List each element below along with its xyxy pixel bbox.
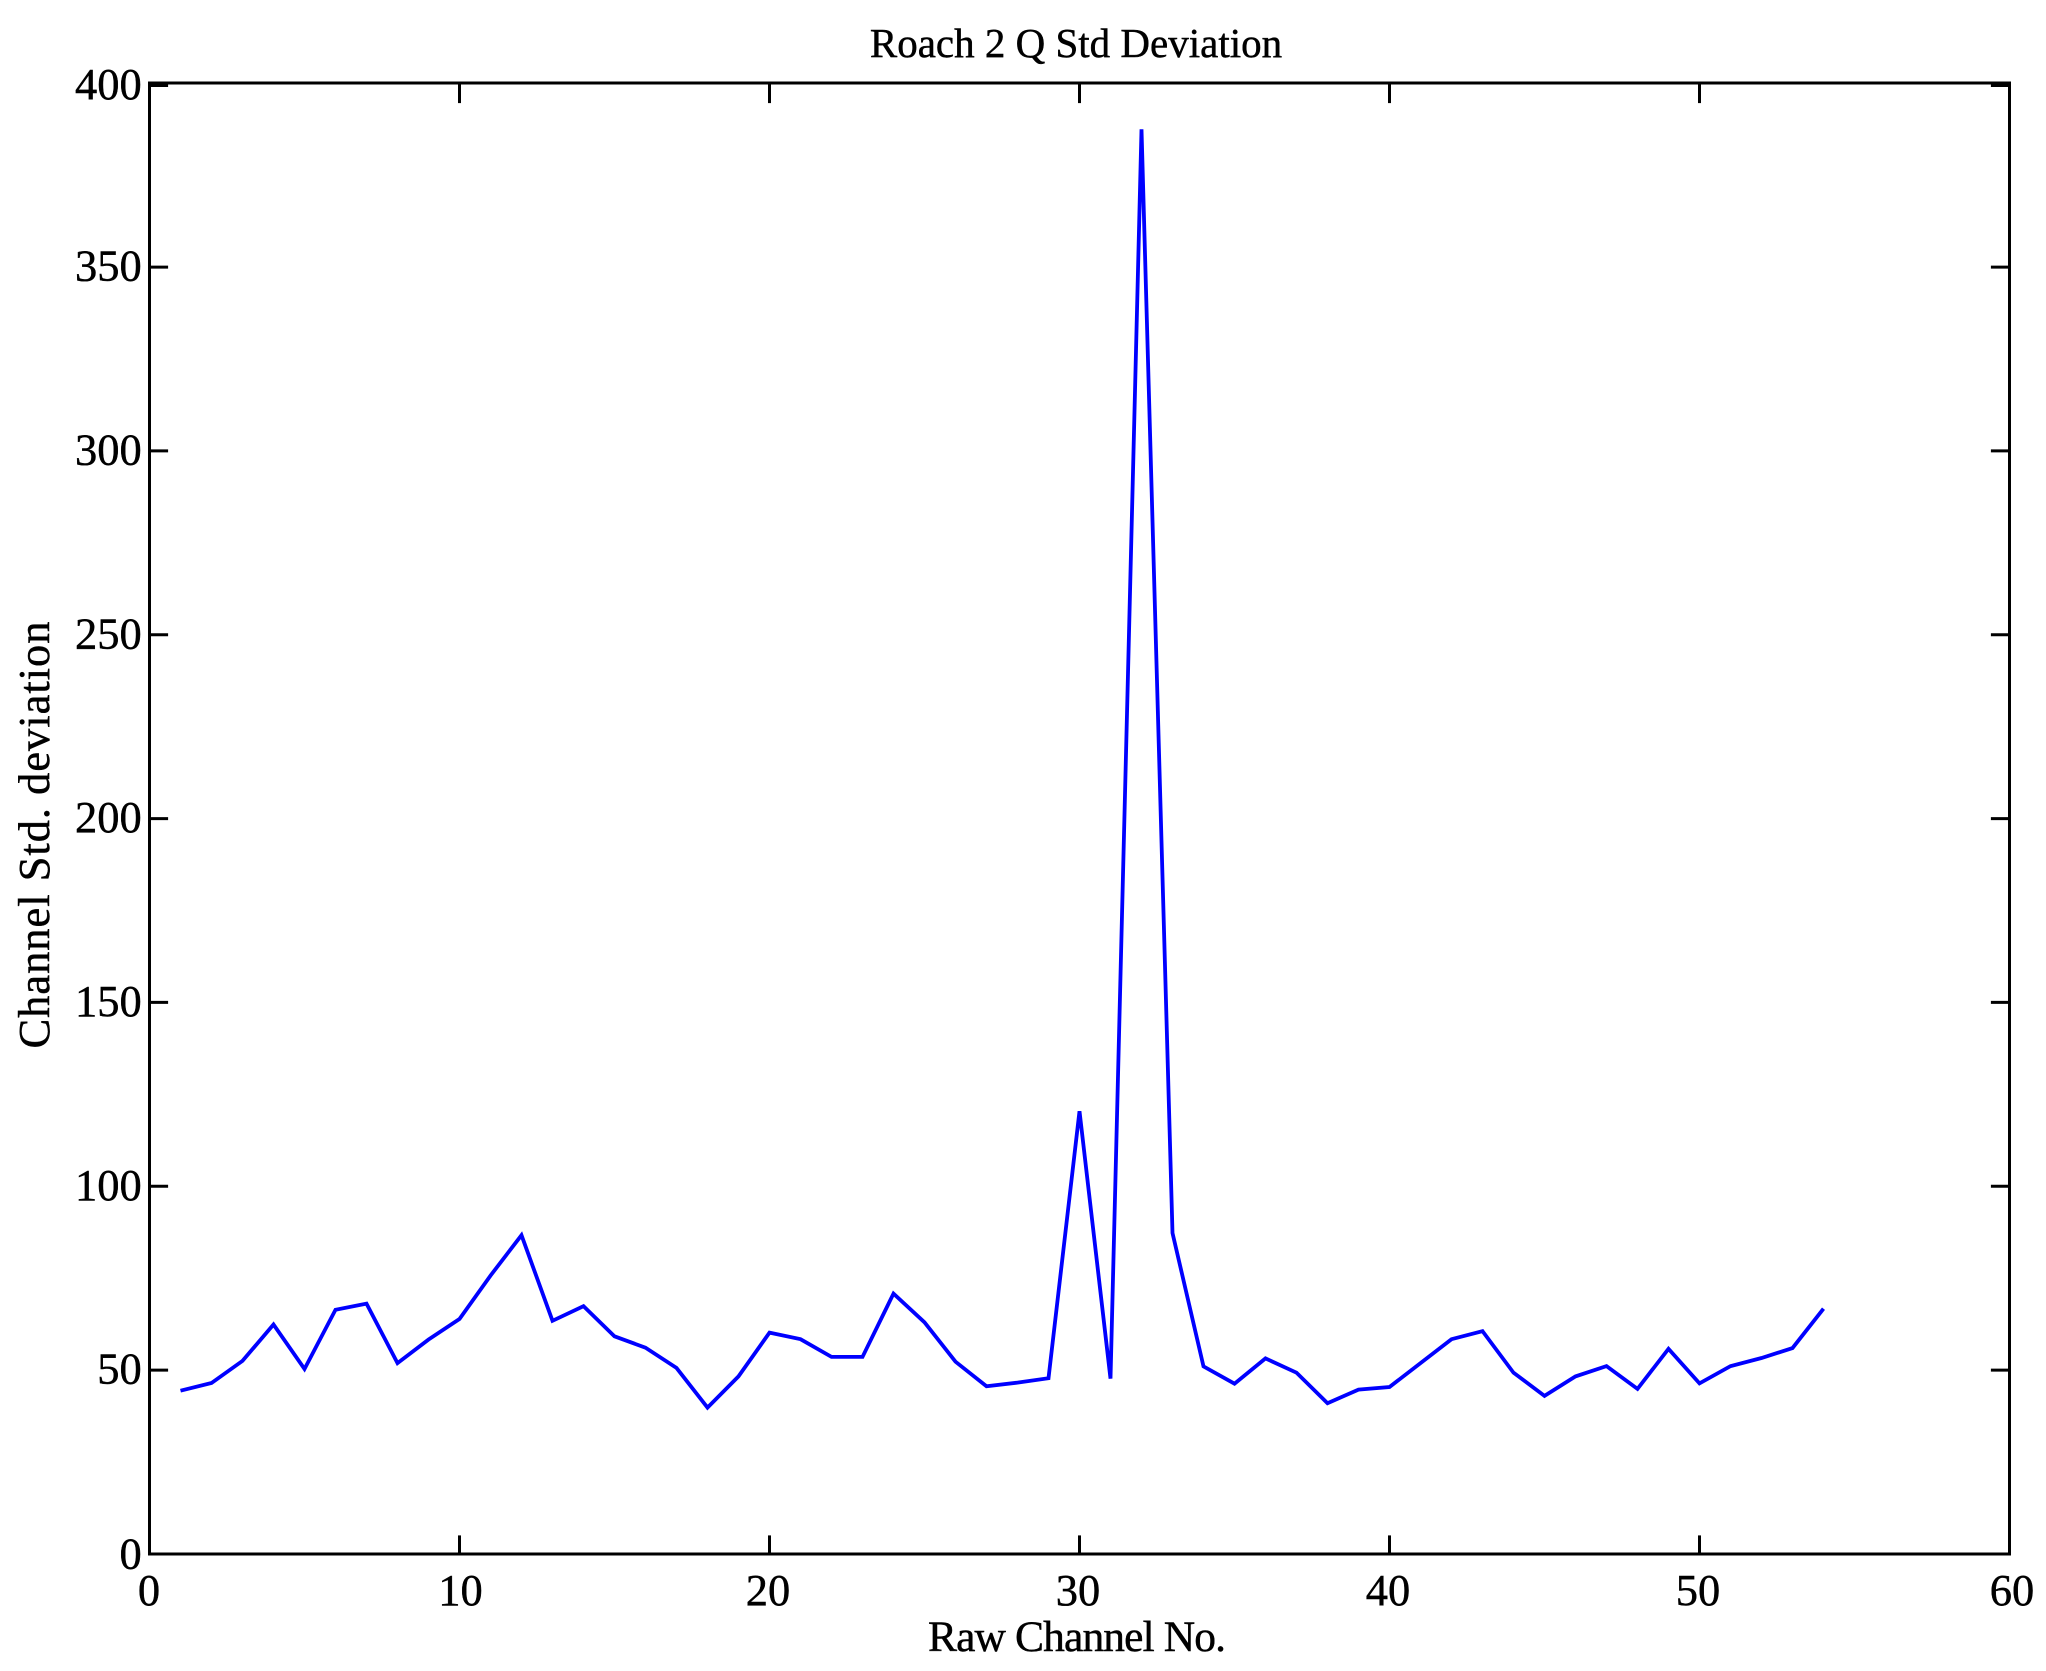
svg-text:300: 300 xyxy=(75,424,142,474)
svg-text:0: 0 xyxy=(138,1565,160,1615)
svg-text:400: 400 xyxy=(75,59,142,109)
svg-text:40: 40 xyxy=(1366,1565,1411,1615)
svg-text:250: 250 xyxy=(75,608,142,658)
svg-text:Roach 2 Q Std Deviation: Roach 2 Q Std Deviation xyxy=(870,20,1282,66)
svg-text:150: 150 xyxy=(75,976,142,1026)
svg-text:50: 50 xyxy=(97,1344,142,1394)
svg-text:100: 100 xyxy=(75,1160,142,1210)
svg-text:350: 350 xyxy=(75,241,142,291)
svg-text:0: 0 xyxy=(120,1529,142,1579)
svg-text:Channel Std. deviation: Channel Std. deviation xyxy=(9,622,59,1049)
svg-text:30: 30 xyxy=(1056,1565,1101,1615)
svg-text:200: 200 xyxy=(75,792,142,842)
svg-text:10: 10 xyxy=(438,1565,483,1615)
svg-text:60: 60 xyxy=(1990,1565,2035,1615)
svg-text:Raw Channel No.: Raw Channel No. xyxy=(928,1613,1226,1661)
svg-text:50: 50 xyxy=(1676,1565,1721,1615)
svg-text:20: 20 xyxy=(746,1565,791,1615)
